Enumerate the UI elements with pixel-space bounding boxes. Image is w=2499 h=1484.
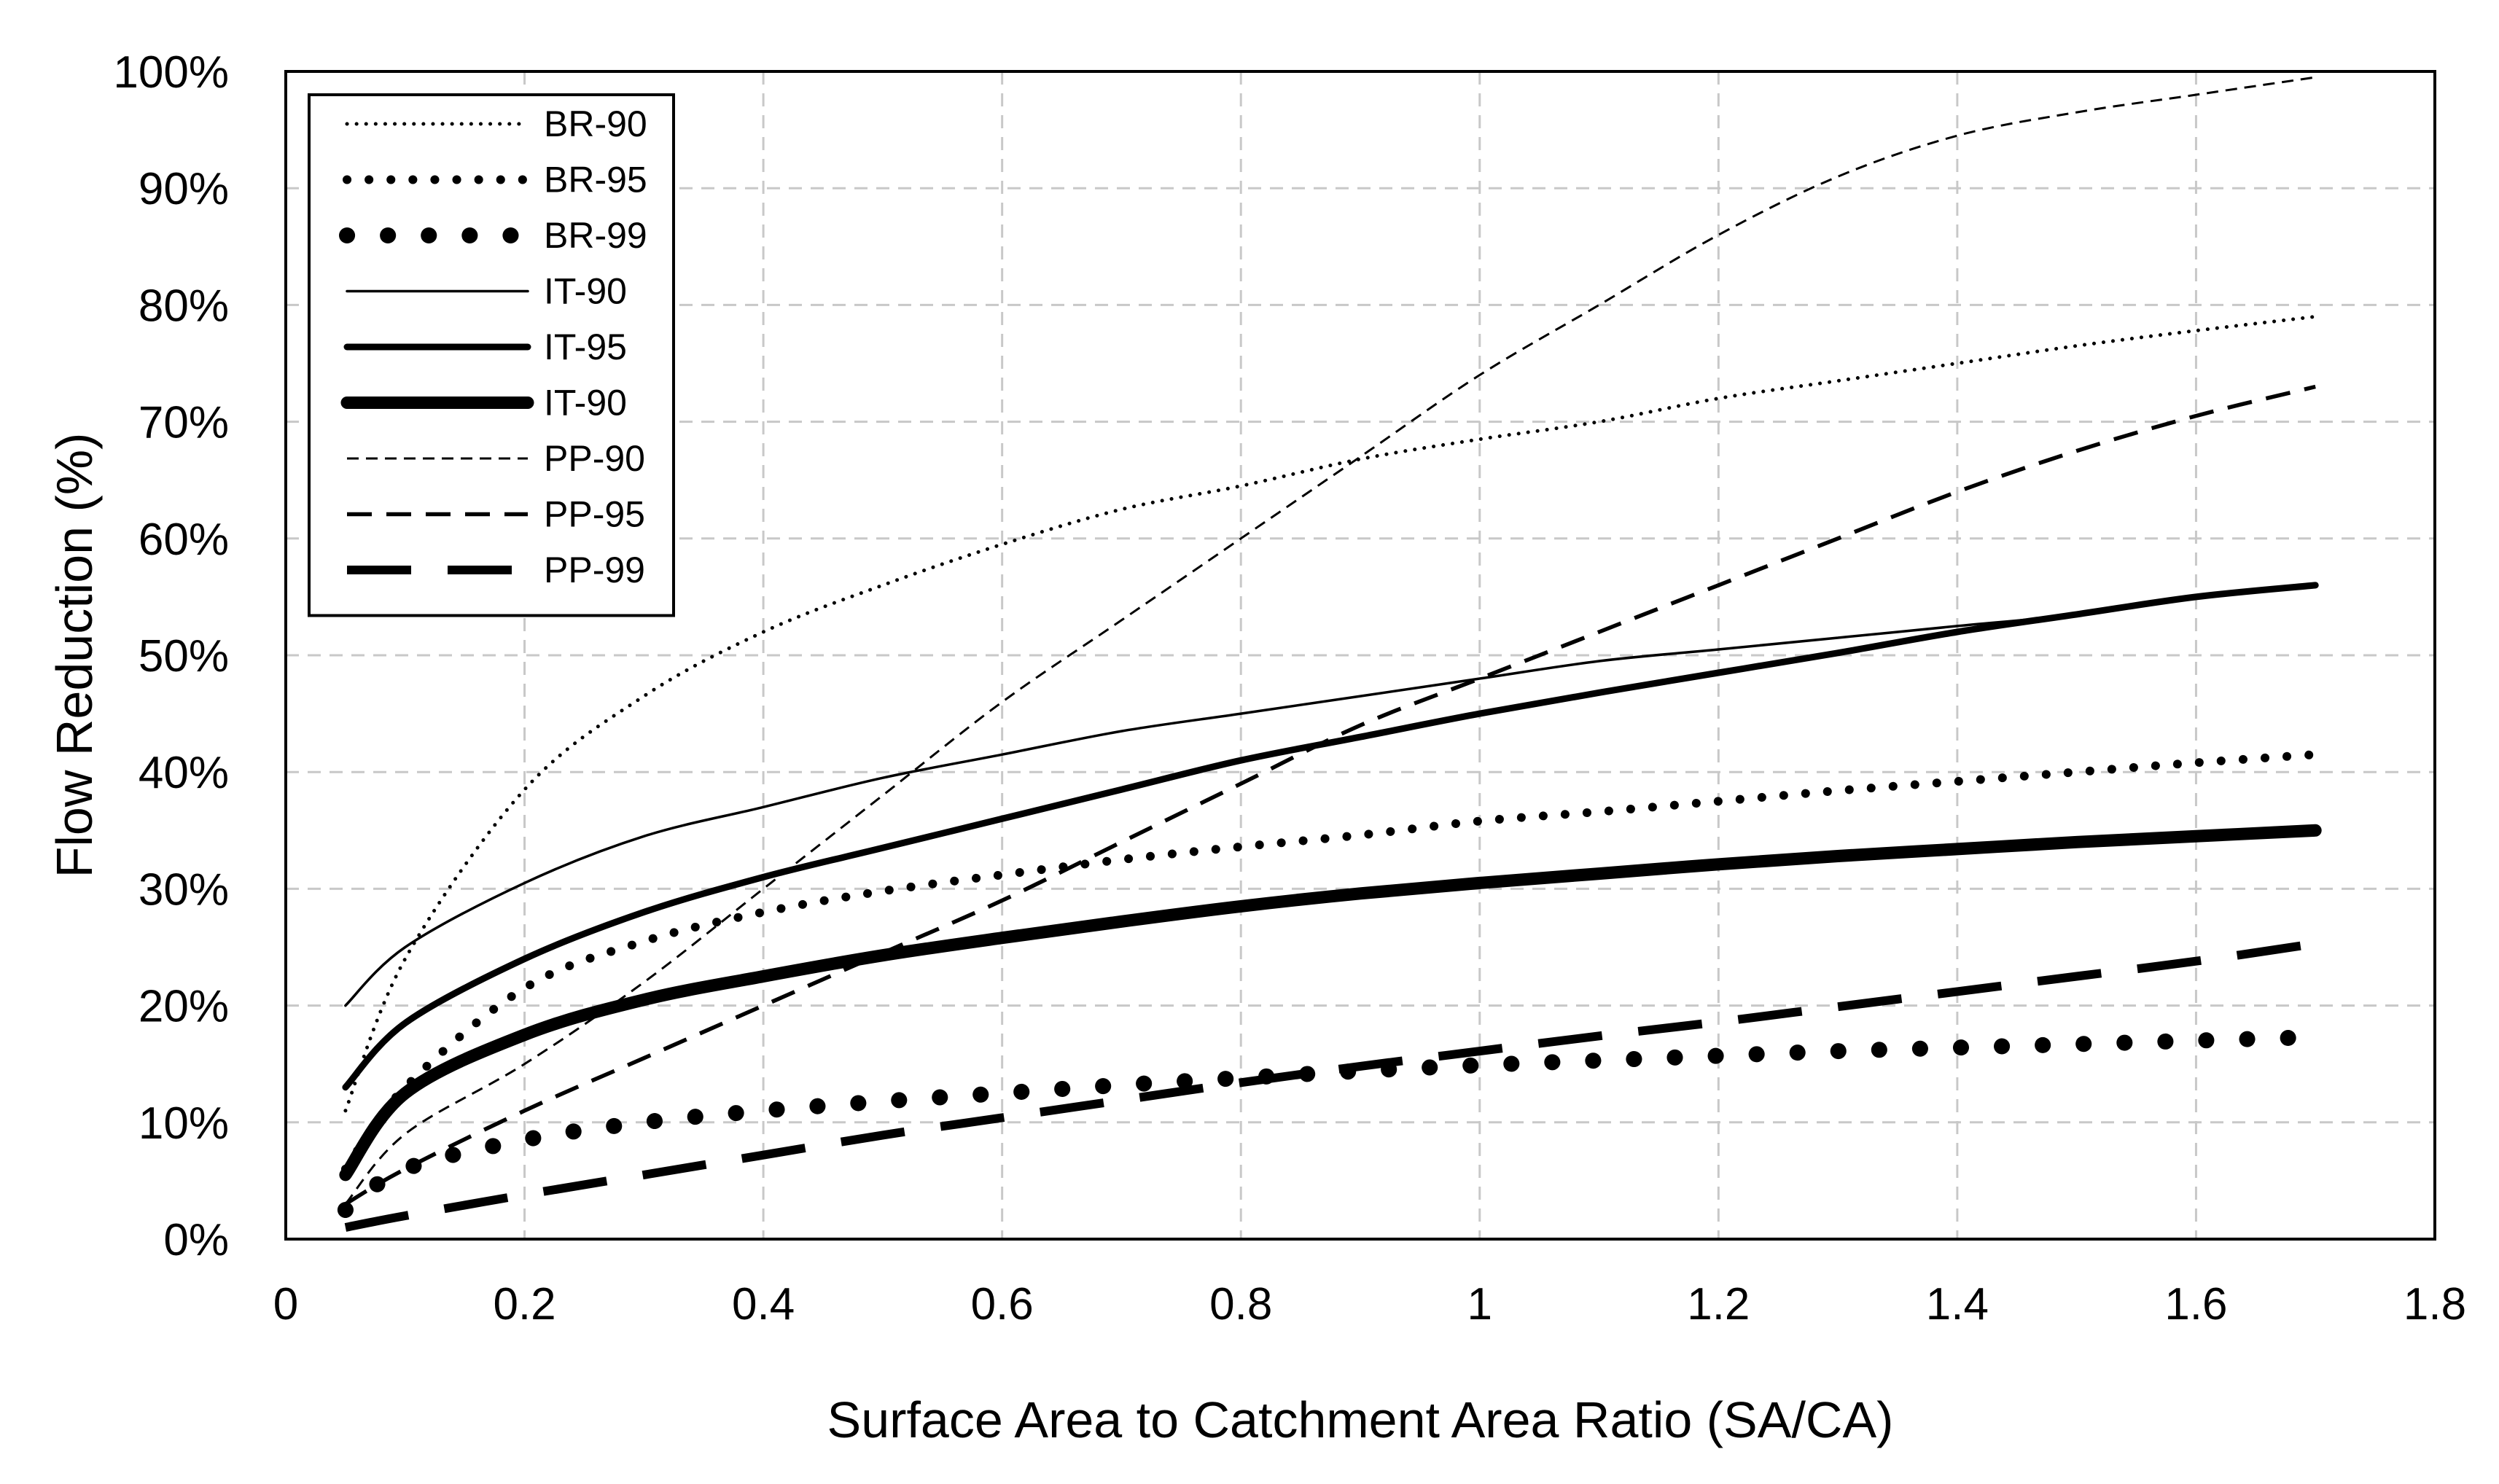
y-tick-label: 60%	[139, 515, 229, 565]
x-tick-label: 0	[273, 1279, 298, 1329]
y-axis-ticks: 0% 10% 20% 30% 40% 50% 60% 70% 80% 90% 100%	[113, 47, 229, 1265]
y-tick-label: 100%	[113, 47, 229, 98]
x-tick-label: 1.6	[2164, 1279, 2227, 1329]
legend-label: PP-90	[544, 438, 645, 479]
legend-label: IT-90	[544, 383, 627, 423]
y-tick-label: 90%	[139, 164, 229, 214]
y-tick-label: 20%	[139, 982, 229, 1032]
legend-label: IT-90	[544, 271, 627, 312]
legend: BR-90 BR-95 BR-99 IT-90 IT-95 IT-90 PP-90 PP-95…	[308, 93, 675, 617]
y-tick-label: 10%	[139, 1098, 229, 1149]
legend-label: IT-95	[544, 327, 627, 367]
x-tick-label: 1.2	[1687, 1279, 1750, 1329]
series-line-it-90-5	[339, 824, 2322, 1182]
series-line-br-99-2	[337, 1028, 2324, 1218]
y-tick-label: 30%	[139, 864, 229, 915]
series-line-it-90-3	[344, 584, 2317, 1007]
x-tick-label: 1.8	[2404, 1279, 2466, 1329]
legend-label: BR-90	[544, 104, 647, 144]
x-axis-ticks: 0 0.2 0.4 0.6 0.8 1 1.2 1.4 1.6 1.8	[273, 1279, 2466, 1329]
x-tick-label: 0.6	[971, 1279, 1034, 1329]
legend-label: BR-95	[544, 160, 647, 200]
series-line-pp-95-7	[344, 384, 2316, 1206]
x-tick-label: 0.8	[1209, 1279, 1272, 1329]
plot-area-border	[284, 70, 2436, 1241]
y-tick-label: 0%	[163, 1215, 229, 1265]
series-line-pp-90-6	[344, 76, 2316, 1205]
legend-label: BR-99	[544, 215, 647, 256]
series-lines	[337, 76, 2324, 1232]
series-line-pp-99-8	[344, 939, 2317, 1232]
y-axis-title: Flow Reduction (%)	[46, 433, 103, 878]
y-tick-label: 80%	[139, 281, 229, 331]
series-line-it-95-4	[342, 582, 2319, 1091]
x-tick-label: 1	[1467, 1279, 1492, 1329]
y-tick-label: 40%	[139, 748, 229, 798]
legend-label: PP-95	[544, 494, 645, 535]
x-tick-label: 0.2	[493, 1279, 555, 1329]
x-tick-label: 0.4	[732, 1279, 795, 1329]
x-tick-label: 1.4	[1926, 1279, 1989, 1329]
x-axis-title: Surface Area to Catchment Area Ratio (SA…	[827, 1391, 1894, 1448]
y-tick-label: 70%	[139, 398, 229, 448]
y-tick-label: 50%	[139, 631, 229, 682]
legend-label: PP-99	[544, 550, 645, 590]
